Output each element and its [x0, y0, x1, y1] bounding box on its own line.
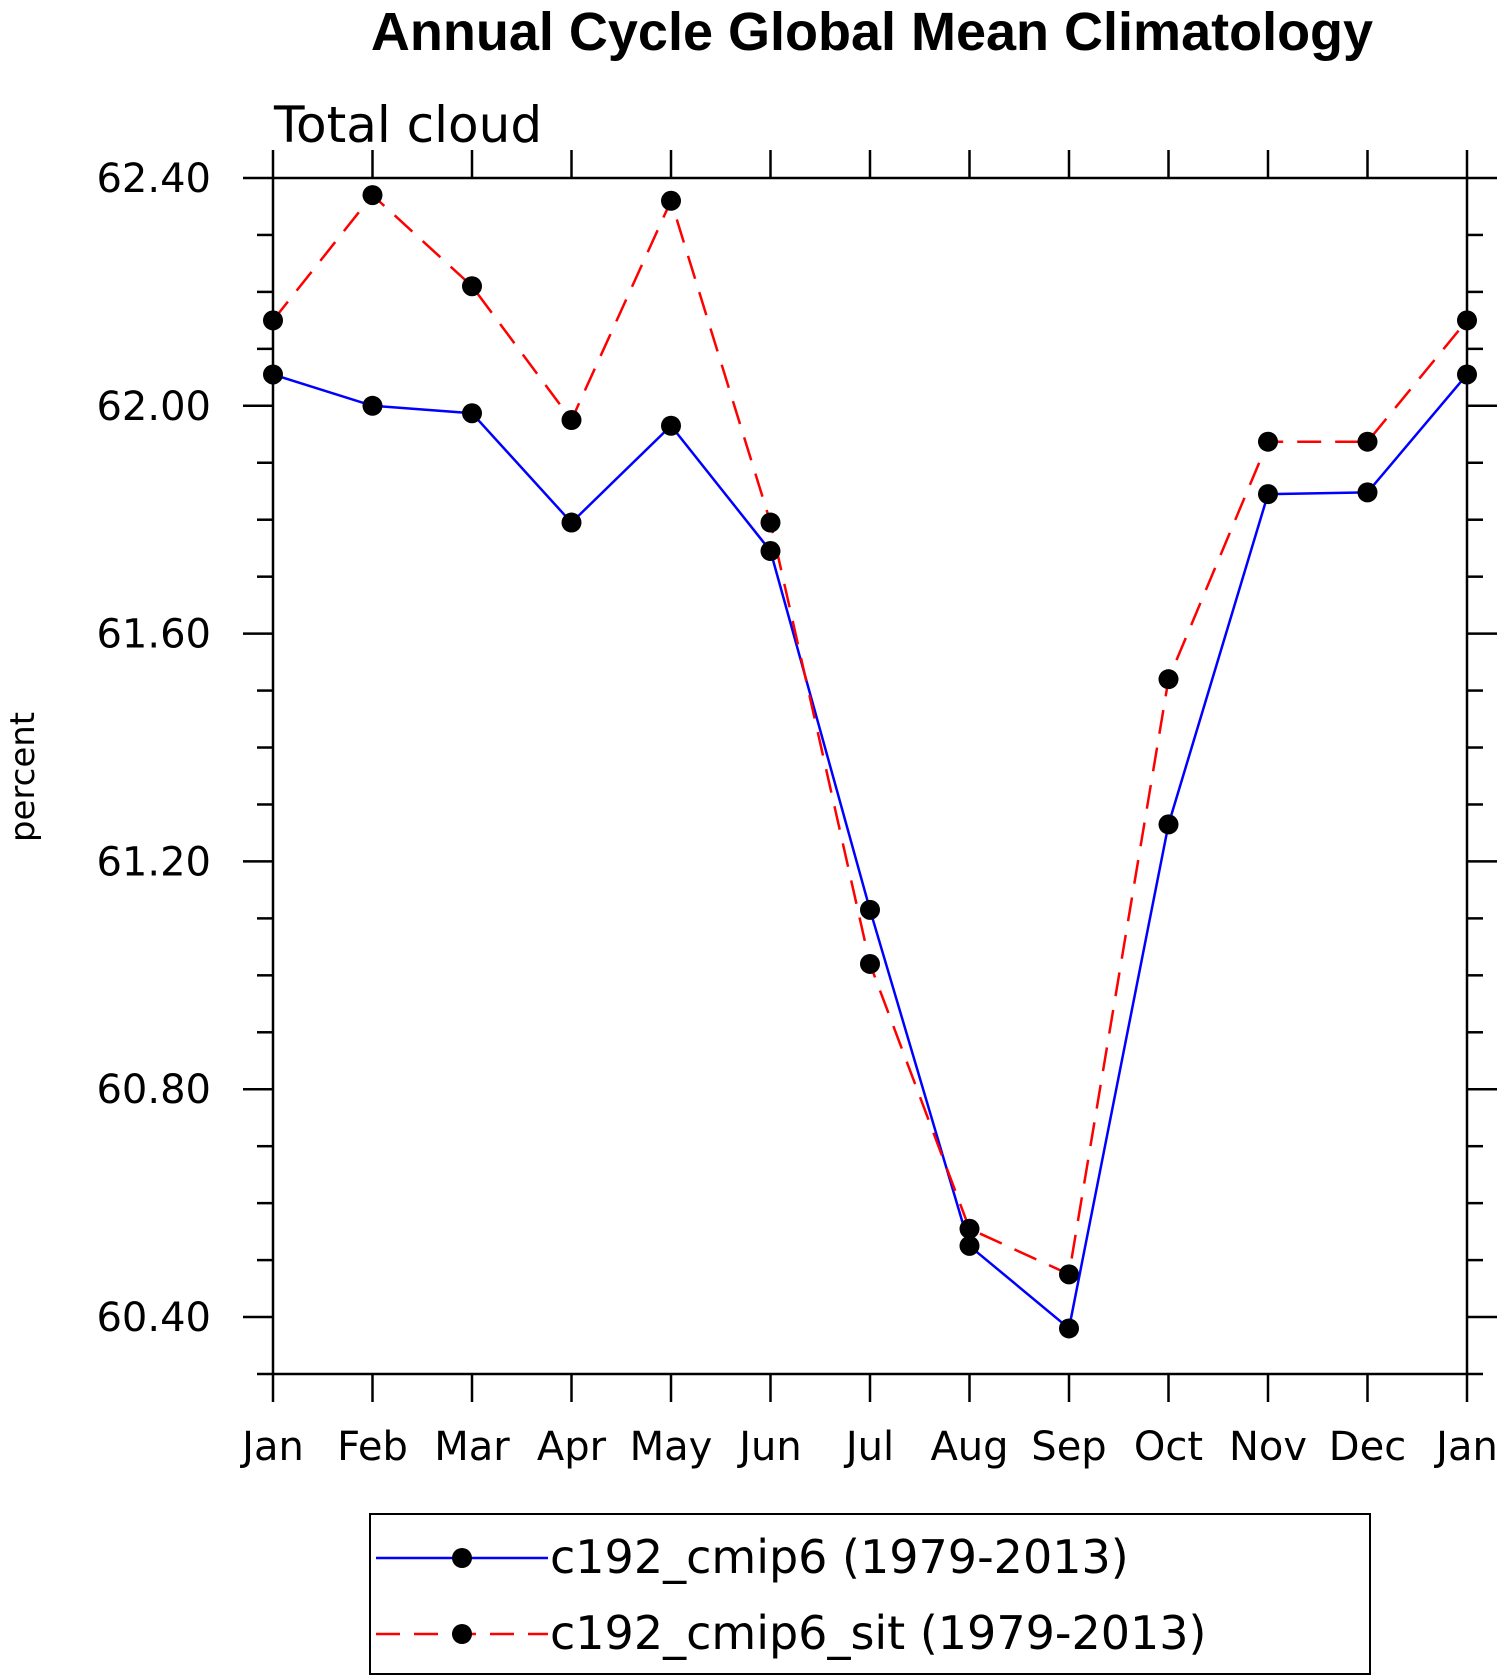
- legend-marker-series-2: [452, 1624, 472, 1644]
- series-1-point: [760, 541, 781, 562]
- y-tick-label: 61.60: [96, 612, 211, 658]
- x-tick-label: Nov: [1229, 1424, 1307, 1470]
- series-1-point: [959, 1235, 980, 1256]
- axis-ticks: 60.40 60.80 61.20 61.60 62.00 62.40 Jan Feb Mar A…: [96, 150, 1498, 1470]
- x-tick-label: May: [630, 1424, 713, 1470]
- x-tick-label: Jan: [239, 1424, 304, 1470]
- series-2-point: [860, 953, 880, 974]
- series-1-point: [1357, 482, 1378, 503]
- x-tick-label: Jun: [736, 1424, 802, 1470]
- plot-frame: [271, 176, 1469, 1376]
- series-1-point: [462, 403, 482, 424]
- y-tick-label: 62.00: [96, 384, 211, 430]
- series-2-point: [760, 512, 781, 533]
- series-1-point: [561, 512, 582, 533]
- y-tick-label: 62.40: [96, 156, 211, 202]
- series-2-point: [1457, 310, 1477, 331]
- legend-label-series-2: c192_cmip6_sit (1979-2013): [550, 1606, 1206, 1660]
- series-1-point: [1059, 1318, 1079, 1339]
- series-1-point: [362, 395, 383, 416]
- x-tick-label: Apr: [537, 1424, 607, 1470]
- chart-title: Annual Cycle Global Mean Climatology: [371, 2, 1373, 62]
- series-1-point: [1158, 814, 1179, 835]
- x-tick-label: Sep: [1031, 1424, 1106, 1470]
- legend: c192_cmip6 (1979-2013) c192_cmip6_sit (1…: [369, 1513, 1371, 1675]
- legend-label-series-1: c192_cmip6 (1979-2013): [550, 1530, 1129, 1584]
- series-2-point: [561, 410, 582, 431]
- series-2-point: [362, 185, 383, 206]
- series-layer: [263, 185, 1477, 1339]
- series-line-1: [272, 373, 1468, 1331]
- series-1-point: [860, 899, 880, 920]
- series-1-point: [1258, 484, 1278, 505]
- series-line-2: [272, 193, 1468, 1277]
- x-tick-label: Oct: [1134, 1424, 1203, 1470]
- x-tick-label: Jul: [843, 1424, 894, 1470]
- series-2-point: [661, 190, 681, 211]
- legend-box: [369, 1513, 1371, 1675]
- x-tick-label: Mar: [434, 1424, 510, 1470]
- series-2-point: [1158, 669, 1179, 690]
- y-tick-label: 61.20: [96, 839, 211, 885]
- legend-marker-series-1: [452, 1548, 472, 1568]
- series-2-point: [263, 310, 283, 331]
- x-tick-label: Jan: [1433, 1424, 1498, 1470]
- series-2-point: [1059, 1264, 1079, 1285]
- series-1-point: [263, 364, 283, 385]
- x-tick-label: Dec: [1329, 1424, 1406, 1470]
- x-tick-label: Feb: [337, 1424, 408, 1470]
- series-1-point: [661, 415, 681, 436]
- series-2-point: [959, 1218, 980, 1239]
- series-2-point: [1357, 431, 1378, 452]
- y-tick-label: 60.40: [96, 1295, 211, 1341]
- chart-subtitle: Total cloud: [273, 96, 542, 154]
- series-2-point: [1258, 431, 1278, 452]
- y-axis-label: percent: [3, 712, 43, 842]
- series-1-point: [1457, 364, 1477, 385]
- series-2-point: [462, 276, 482, 297]
- x-tick-label: Aug: [930, 1424, 1008, 1470]
- y-tick-label: 60.80: [96, 1067, 211, 1113]
